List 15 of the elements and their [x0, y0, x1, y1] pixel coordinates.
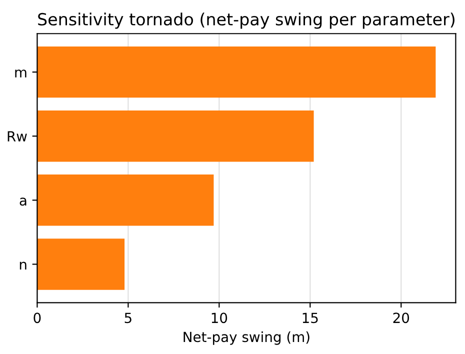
x-tick-label: 15: [302, 312, 318, 324]
bar: [37, 110, 314, 162]
x-tick-label: 10: [212, 312, 228, 324]
y-tick-label: Rw: [8, 131, 27, 142]
y-tick-label: a: [20, 198, 26, 206]
bar: [37, 238, 125, 290]
chart-title: Sensitivity tornado (net-pay swing per parameter): [38, 12, 454, 29]
x-axis-title: Net-pay swing (m): [184, 331, 310, 345]
x-tick-label: 0: [34, 312, 41, 324]
bar: [37, 46, 436, 98]
x-tick-label: 20: [393, 312, 410, 324]
y-tick-label: m: [15, 70, 26, 78]
y-tick-label: n: [20, 262, 26, 270]
bar: [37, 174, 214, 226]
x-tick-label: 5: [124, 312, 132, 324]
